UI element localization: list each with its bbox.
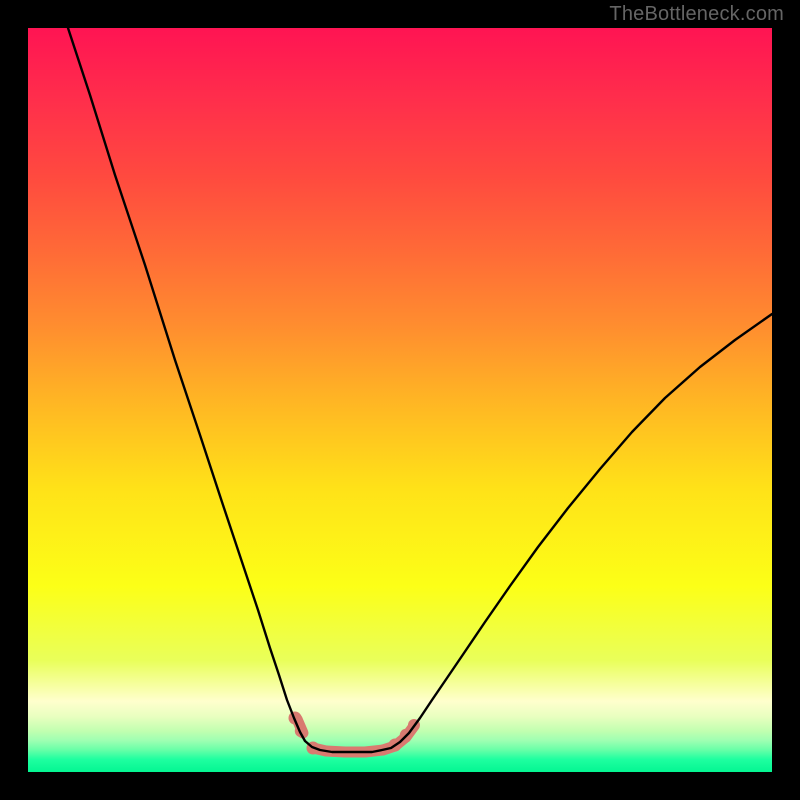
bottleneck-chart [0,0,800,800]
chart-root: TheBottleneck.com [0,0,800,800]
watermark-label: TheBottleneck.com [609,3,784,26]
gradient-background [28,28,772,772]
plot-area [28,28,772,772]
